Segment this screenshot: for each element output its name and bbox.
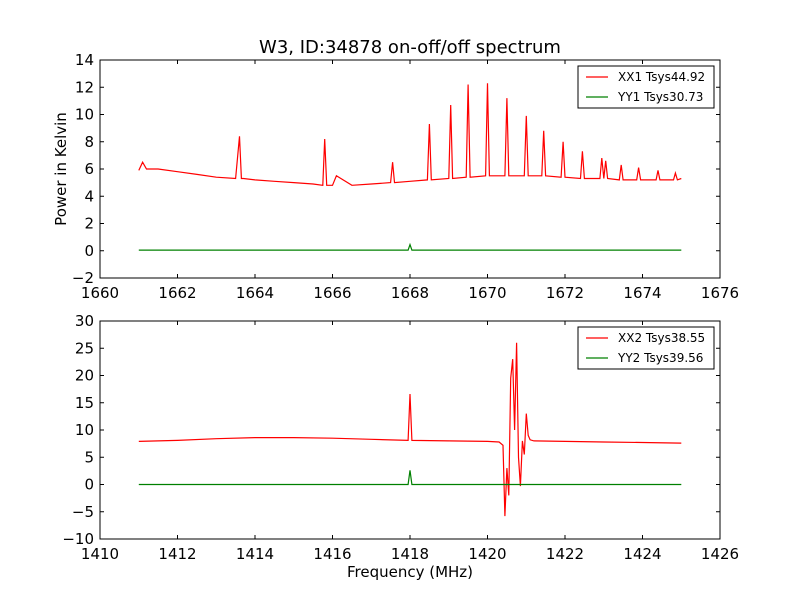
y-tick-label: 25 (75, 339, 94, 357)
x-tick-label: 1424 (623, 545, 661, 563)
series-line-2 (138, 470, 682, 486)
x-tick-label: 1420 (468, 545, 506, 563)
y-tick-label: 0 (84, 242, 94, 260)
series-line-2 (138, 242, 682, 251)
x-tick-label: 1670 (468, 284, 506, 302)
x-tick-label: 1416 (313, 545, 351, 563)
legend-box (577, 326, 715, 370)
y-tick-label: 20 (75, 367, 94, 385)
y-tick-label: −5 (72, 503, 94, 521)
y-tick-label: 12 (75, 78, 94, 96)
y-tick-label: 6 (84, 160, 94, 178)
x-tick-label: 1664 (236, 284, 274, 302)
chart-title: W3, ID:34878 on-off/off spectrum (259, 37, 561, 58)
y-axis-label: Power in Kelvin (52, 112, 70, 226)
x-tick-label: 1662 (158, 284, 196, 302)
y-tick-label: 14 (75, 51, 94, 69)
y-tick-label: 10 (75, 106, 94, 124)
legend-box (577, 65, 715, 109)
subplot-1: 1660 1662 1664 1666 1668 1670 1672 1674 1676 −2 0 2… (52, 51, 739, 302)
x-tick-label: 1426 (701, 545, 739, 563)
y-tick-label: 15 (75, 394, 94, 412)
x-tick-label: 1672 (546, 284, 584, 302)
x-tick-label: 1676 (701, 284, 739, 302)
x-tick-label: 1674 (623, 284, 661, 302)
y-tick-label: 30 (75, 312, 94, 330)
x-tick-label: 1666 (313, 284, 351, 302)
y-tick-label: 8 (84, 133, 94, 151)
x-tick-label: 1660 (81, 284, 119, 302)
x-tick-label: 1422 (546, 545, 584, 563)
series-line-1 (138, 83, 682, 186)
x-tick-label: 1418 (391, 545, 429, 563)
legend-label: YY1 Tsys30.73 (617, 90, 703, 104)
x-tick-label: 1668 (391, 284, 429, 302)
x-axis-label: Frequency (MHz) (347, 563, 473, 581)
y-tick-label: 5 (84, 448, 94, 466)
legend: XX1 Tsys44.92 YY1 Tsys30.73 (577, 65, 715, 109)
subplot-2: 1410 1412 1414 1416 1418 1420 1422 1424 1426 −10 −… (62, 312, 739, 581)
legend-label: XX2 Tsys38.55 (618, 331, 705, 345)
series-line-1 (138, 342, 682, 517)
y-tick-label: −2 (72, 269, 94, 287)
x-tick-label: 1410 (81, 545, 119, 563)
y-tick-label: 0 (84, 476, 94, 494)
x-tick-label: 1412 (158, 545, 196, 563)
x-tick-label: 1414 (236, 545, 274, 563)
y-tick-label: 10 (75, 421, 94, 439)
legend: XX2 Tsys38.55 YY2 Tsys39.56 (577, 326, 715, 370)
y-tick-label: 2 (84, 215, 94, 233)
legend-label: XX1 Tsys44.92 (618, 70, 705, 84)
y-tick-label: −10 (62, 530, 94, 548)
y-tick-label: 4 (84, 187, 94, 205)
legend-label: YY2 Tsys39.56 (617, 351, 703, 365)
